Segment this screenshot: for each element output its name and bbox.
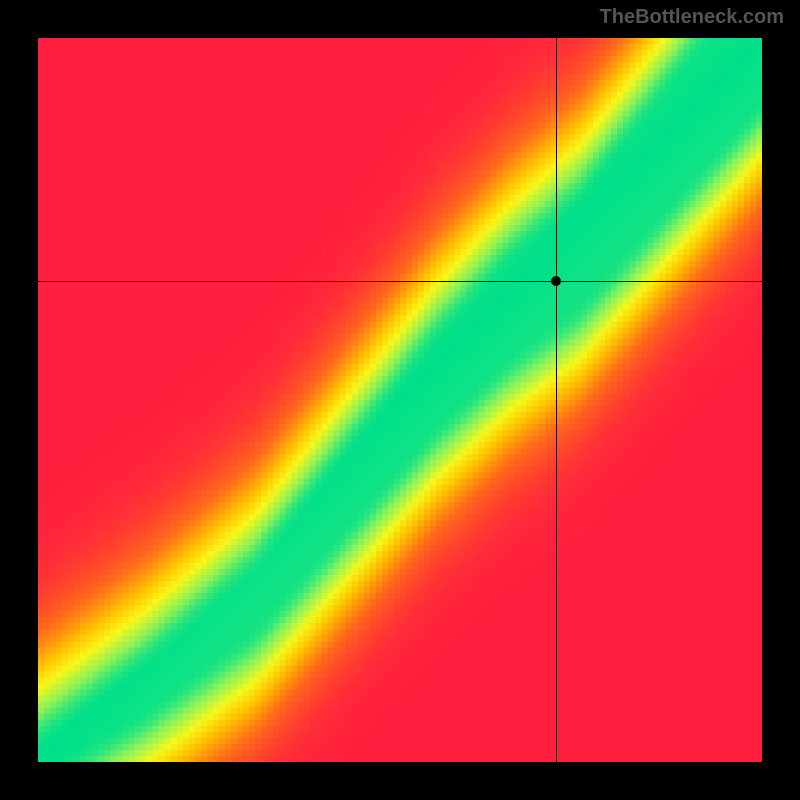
watermark-text: TheBottleneck.com bbox=[600, 6, 784, 29]
heatmap-plot bbox=[38, 38, 762, 762]
crosshair-horizontal bbox=[38, 281, 762, 282]
crosshair-vertical bbox=[556, 38, 557, 762]
chart-container: TheBottleneck.com bbox=[0, 0, 800, 800]
heatmap-canvas bbox=[38, 38, 762, 762]
crosshair-marker bbox=[551, 276, 561, 286]
